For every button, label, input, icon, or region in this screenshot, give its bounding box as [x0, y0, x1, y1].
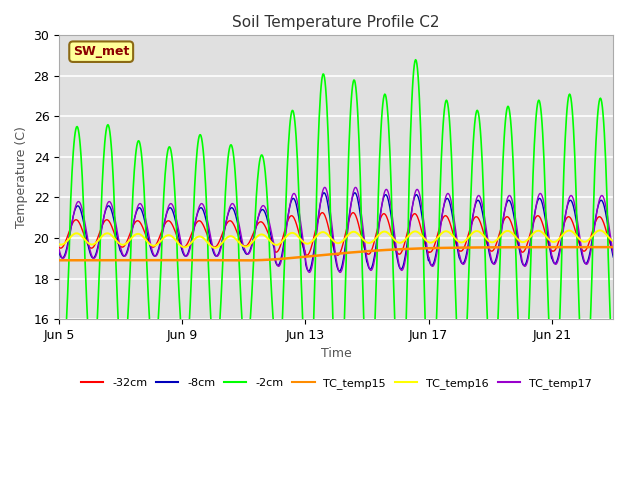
Y-axis label: Temperature (C): Temperature (C)	[15, 126, 28, 228]
Legend: -32cm, -8cm, -2cm, TC_temp15, TC_temp16, TC_temp17: -32cm, -8cm, -2cm, TC_temp15, TC_temp16,…	[77, 373, 596, 393]
X-axis label: Time: Time	[321, 348, 351, 360]
Title: Soil Temperature Profile C2: Soil Temperature Profile C2	[232, 15, 440, 30]
Bar	[59, 36, 613, 319]
Text: SW_met: SW_met	[73, 45, 129, 58]
